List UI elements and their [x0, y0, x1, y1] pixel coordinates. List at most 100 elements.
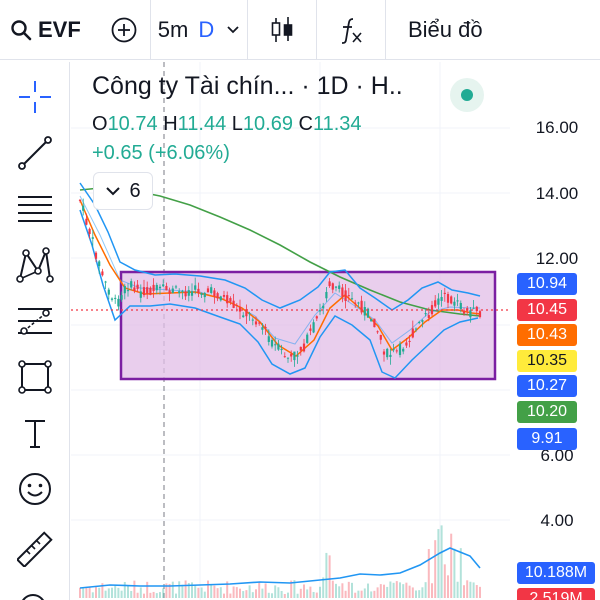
volume-bar — [251, 592, 254, 598]
candle-body — [446, 294, 450, 303]
volume-bar — [373, 590, 376, 598]
volume-bar — [235, 587, 238, 598]
candle-body — [443, 292, 446, 294]
volume-bar — [309, 586, 312, 598]
toolbar-divider — [316, 0, 317, 60]
symbol-search-button[interactable]: EVF — [0, 0, 98, 60]
volume-bar — [357, 590, 360, 598]
search-icon — [11, 19, 32, 40]
volume-bar — [248, 585, 251, 598]
volume-bar — [456, 581, 459, 598]
candle-body — [398, 343, 402, 355]
chart-type-button[interactable]: Biểu đồ — [386, 0, 496, 60]
candle-body — [120, 295, 123, 300]
candle-body — [411, 328, 414, 338]
high-label: H — [163, 113, 178, 135]
symbol-label: EVF — [38, 16, 81, 42]
plus-circle-icon — [111, 17, 137, 42]
candle-body — [136, 284, 139, 289]
volume-bar — [293, 580, 296, 598]
price-tag: 2.519M — [517, 588, 595, 600]
candle-body — [110, 298, 114, 300]
market-status-indicator[interactable] — [450, 78, 484, 112]
candle-body — [299, 346, 302, 351]
volume-bar — [264, 583, 267, 598]
text-tool[interactable] — [12, 410, 58, 456]
candle-body — [453, 301, 456, 306]
zoom-tool[interactable] — [12, 580, 58, 600]
emoji-tool[interactable] — [12, 466, 58, 512]
candle-body — [184, 291, 187, 297]
volume-bar — [450, 533, 453, 598]
candle-body — [190, 291, 194, 296]
xabcd-pattern-icon — [16, 247, 54, 283]
candle-body — [427, 315, 430, 318]
candle-body — [338, 285, 341, 289]
volume-bar — [344, 590, 347, 598]
low-label: L — [231, 113, 243, 135]
candle-body — [296, 355, 299, 357]
crosshair-tool[interactable] — [12, 74, 58, 120]
volume-bar — [280, 590, 283, 598]
candle-body — [155, 284, 158, 291]
volume-bar — [245, 590, 248, 598]
volume-bar — [203, 591, 206, 598]
volume-bar — [88, 587, 91, 598]
volume-bar — [360, 590, 363, 598]
volume-bar — [82, 588, 85, 598]
volume-bar — [424, 582, 427, 598]
candle-body — [440, 297, 443, 301]
interval-selector[interactable]: 5m D — [151, 0, 247, 60]
candle-body — [402, 348, 405, 352]
text-icon — [25, 420, 45, 448]
volume-bar — [101, 583, 104, 598]
candle-body — [91, 237, 94, 239]
volume-bars — [79, 525, 481, 598]
price-tag: 10.188M — [517, 562, 595, 584]
candle-body — [258, 322, 261, 324]
volume-bar — [466, 580, 469, 598]
candle-body — [187, 290, 190, 296]
chart-style-button[interactable] — [248, 0, 316, 60]
volume-bar — [299, 588, 302, 598]
indicators-button[interactable] — [317, 0, 385, 60]
forecast-tool[interactable] — [12, 298, 58, 344]
fib-tool[interactable] — [12, 186, 58, 232]
candle-body — [270, 340, 274, 347]
volume-bar — [475, 585, 478, 598]
volume-bar — [191, 582, 193, 598]
indicators-collapse-button[interactable]: 6 — [93, 172, 153, 210]
candlestick-icon — [271, 16, 293, 42]
volume-bar — [229, 593, 232, 598]
volume-bar — [210, 584, 213, 598]
candle-body — [222, 295, 226, 297]
compare-symbol-button[interactable] — [98, 0, 150, 60]
measure-tool[interactable] — [12, 526, 58, 572]
legend-title[interactable]: Công ty Tài chín... · 1D · H.. — [92, 72, 403, 100]
trendline-tool[interactable] — [12, 130, 58, 176]
volume-bar — [290, 580, 293, 598]
volume-bar — [322, 577, 325, 598]
volume-bar — [453, 548, 456, 598]
pattern-tool[interactable] — [12, 242, 58, 288]
candle-body — [133, 287, 136, 291]
volume-bar — [367, 583, 369, 598]
candle-body — [408, 340, 411, 342]
volume-bar — [283, 593, 286, 598]
ohlc-values: O10.74 H11.44 L10.69 C11.34 — [92, 113, 362, 136]
rectangle-tool[interactable] — [12, 354, 58, 400]
volume-bar — [370, 591, 373, 598]
candle-body — [210, 287, 213, 293]
candle-body — [312, 322, 315, 333]
volume-bar — [152, 591, 155, 598]
candle-body — [347, 295, 350, 297]
crosshair-icon — [19, 81, 51, 113]
volume-bar — [242, 591, 245, 598]
candlesticks — [78, 198, 482, 367]
volume-bar — [376, 587, 379, 598]
volume-bar — [98, 587, 101, 598]
candle-body — [168, 290, 171, 294]
chevron-down-icon — [106, 187, 121, 196]
candle-body — [107, 289, 110, 295]
volume-bar — [159, 592, 161, 598]
